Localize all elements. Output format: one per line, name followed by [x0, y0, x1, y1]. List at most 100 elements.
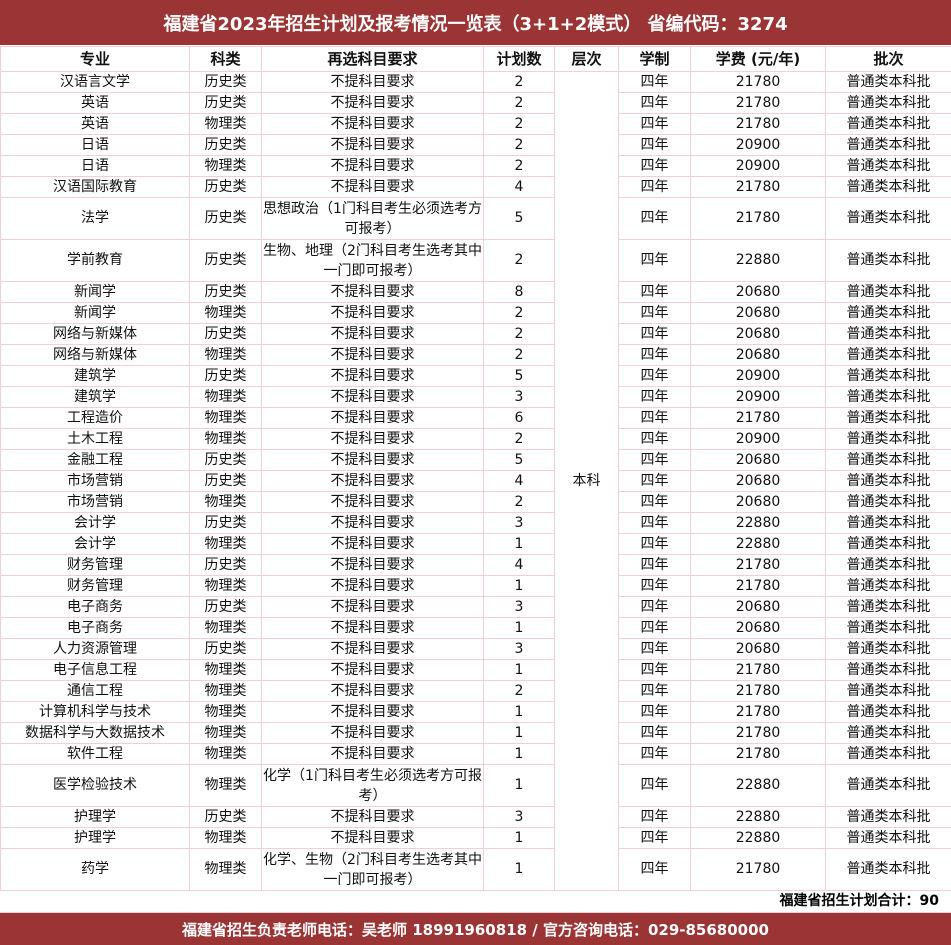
duration-cell: 四年	[619, 597, 691, 618]
tuition-cell: 21780	[691, 198, 826, 240]
plan-count-cell: 3	[484, 807, 555, 828]
header-row: 专业科类再选科目要求计划数层次学制学费 (元/年)批次	[1, 47, 951, 72]
tuition-cell: 20680	[691, 597, 826, 618]
batch-cell: 普通类本科批	[826, 114, 951, 135]
major-cell: 护理学	[1, 807, 190, 828]
duration-cell: 四年	[619, 429, 691, 450]
subject-requirement-cell: 不提科目要求	[262, 471, 484, 492]
category-cell: 历史类	[190, 240, 262, 282]
subject-requirement-cell: 不提科目要求	[262, 744, 484, 765]
duration-cell: 四年	[619, 72, 691, 93]
plan-count-cell: 2	[484, 135, 555, 156]
plan-count-cell: 1	[484, 534, 555, 555]
tuition-cell: 22880	[691, 807, 826, 828]
tuition-cell: 20900	[691, 135, 826, 156]
duration-cell: 四年	[619, 849, 691, 891]
duration-cell: 四年	[619, 765, 691, 807]
duration-cell: 四年	[619, 450, 691, 471]
subject-requirement-cell: 不提科目要求	[262, 177, 484, 198]
plan-count-cell: 2	[484, 303, 555, 324]
category-cell: 物理类	[190, 849, 262, 891]
category-cell: 物理类	[190, 660, 262, 681]
subject-requirement-cell: 不提科目要求	[262, 597, 484, 618]
major-cell: 工程造价	[1, 408, 190, 429]
subject-requirement-cell: 不提科目要求	[262, 555, 484, 576]
duration-cell: 四年	[619, 282, 691, 303]
batch-cell: 普通类本科批	[826, 429, 951, 450]
major-cell: 金融工程	[1, 450, 190, 471]
tuition-cell: 20900	[691, 156, 826, 177]
subject-requirement-cell: 不提科目要求	[262, 681, 484, 702]
major-cell: 电子商务	[1, 597, 190, 618]
subject-requirement-cell: 不提科目要求	[262, 366, 484, 387]
plan-count-cell: 6	[484, 408, 555, 429]
category-cell: 历史类	[190, 198, 262, 240]
enrollment-table: 专业科类再选科目要求计划数层次学制学费 (元/年)批次 汉语言文学历史类不提科目…	[0, 46, 951, 891]
tuition-cell: 21780	[691, 177, 826, 198]
plan-count-cell: 1	[484, 702, 555, 723]
plan-count-cell: 2	[484, 114, 555, 135]
tuition-cell: 21780	[691, 93, 826, 114]
category-cell: 物理类	[190, 408, 262, 429]
subject-requirement-cell: 不提科目要求	[262, 828, 484, 849]
major-cell: 会计学	[1, 513, 190, 534]
category-cell: 物理类	[190, 828, 262, 849]
plan-count-cell: 1	[484, 576, 555, 597]
category-cell: 物理类	[190, 681, 262, 702]
duration-cell: 四年	[619, 471, 691, 492]
tuition-cell: 20900	[691, 366, 826, 387]
tuition-cell: 20680	[691, 282, 826, 303]
tuition-cell: 21780	[691, 72, 826, 93]
subject-requirement-cell: 不提科目要求	[262, 492, 484, 513]
major-cell: 日语	[1, 135, 190, 156]
major-cell: 土木工程	[1, 429, 190, 450]
batch-cell: 普通类本科批	[826, 72, 951, 93]
subject-requirement-cell: 化学（1门科目考生必须选考方可报考）	[262, 765, 484, 807]
column-header: 再选科目要求	[262, 47, 484, 72]
tuition-cell: 21780	[691, 723, 826, 744]
plan-count-cell: 1	[484, 744, 555, 765]
duration-cell: 四年	[619, 156, 691, 177]
batch-cell: 普通类本科批	[826, 492, 951, 513]
major-cell: 财务管理	[1, 555, 190, 576]
subject-requirement-cell: 不提科目要求	[262, 156, 484, 177]
category-cell: 历史类	[190, 513, 262, 534]
plan-count-cell: 1	[484, 618, 555, 639]
major-cell: 汉语言文学	[1, 72, 190, 93]
batch-cell: 普通类本科批	[826, 702, 951, 723]
tuition-cell: 21780	[691, 114, 826, 135]
major-cell: 英语	[1, 93, 190, 114]
major-cell: 药学	[1, 849, 190, 891]
tuition-cell: 20680	[691, 345, 826, 366]
plan-count-cell: 1	[484, 765, 555, 807]
category-cell: 历史类	[190, 177, 262, 198]
subject-requirement-cell: 不提科目要求	[262, 114, 484, 135]
duration-cell: 四年	[619, 702, 691, 723]
category-cell: 历史类	[190, 639, 262, 660]
plan-count-cell: 3	[484, 597, 555, 618]
major-cell: 学前教育	[1, 240, 190, 282]
plan-count-cell: 2	[484, 492, 555, 513]
plan-count-cell: 2	[484, 93, 555, 114]
tuition-cell: 20680	[691, 324, 826, 345]
batch-cell: 普通类本科批	[826, 618, 951, 639]
tuition-cell: 22880	[691, 828, 826, 849]
tuition-cell: 20680	[691, 618, 826, 639]
category-cell: 物理类	[190, 345, 262, 366]
category-cell: 历史类	[190, 450, 262, 471]
subject-requirement-cell: 化学、生物（2门科目考生选考其中一门即可报考）	[262, 849, 484, 891]
major-cell: 医学检验技术	[1, 765, 190, 807]
plan-count-cell: 3	[484, 513, 555, 534]
tuition-cell: 22880	[691, 534, 826, 555]
duration-cell: 四年	[619, 324, 691, 345]
